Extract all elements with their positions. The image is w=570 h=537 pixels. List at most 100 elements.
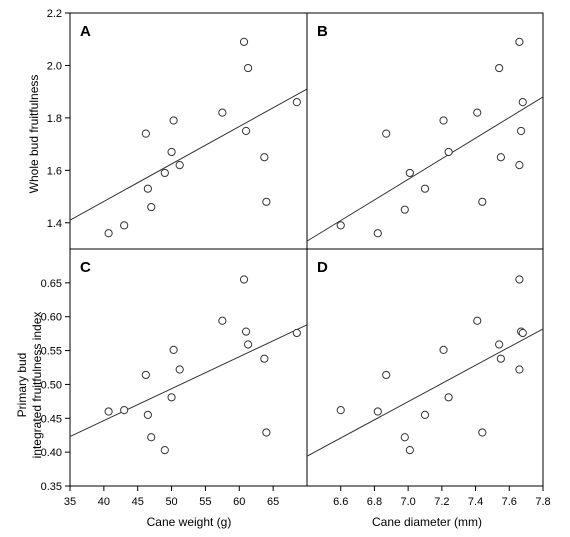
data-point	[241, 126, 251, 136]
y-tick-label: 2.0	[47, 60, 62, 72]
data-point	[260, 153, 269, 162]
plot-frame	[69, 12, 308, 250]
y-tick-label: 1.8	[47, 113, 62, 125]
data-point	[143, 184, 152, 193]
data-point	[515, 37, 524, 46]
data-point	[382, 129, 391, 138]
x-tick-label: 7.0	[400, 496, 415, 508]
data-point	[496, 354, 505, 363]
data-point	[239, 275, 249, 284]
y-tick-label: 0.55	[41, 346, 62, 358]
y-axis-title-bottom-line1: Primary bud	[15, 353, 29, 418]
data-point	[104, 407, 113, 416]
x-tick-label: 60	[233, 496, 245, 508]
plot-frame	[306, 248, 544, 487]
data-point	[373, 407, 382, 416]
data-point	[243, 340, 253, 349]
panel-label: D	[317, 259, 328, 276]
regression-line	[306, 328, 544, 457]
y-tick-label: 0.40	[41, 447, 62, 459]
data-point	[473, 316, 482, 325]
data-point	[444, 393, 453, 402]
data-point	[473, 108, 482, 117]
data-point	[141, 129, 150, 138]
x-tick-label: 7.8	[535, 496, 550, 508]
data-point	[169, 345, 178, 354]
x-tick-label: 45	[132, 496, 144, 508]
data-point	[160, 168, 169, 178]
regression-line	[69, 88, 308, 221]
data-point	[405, 446, 414, 455]
data-point	[241, 327, 251, 336]
x-tick-label: 40	[98, 496, 110, 508]
y-tick-label: 1.6	[47, 165, 62, 177]
data-point	[382, 370, 391, 380]
y-tick-label: 2.2	[47, 8, 62, 20]
x-tick-label: 65	[267, 496, 279, 508]
data-point	[147, 433, 156, 442]
data-point	[175, 365, 184, 374]
data-point	[400, 205, 409, 214]
data-point	[218, 108, 227, 117]
x-tick-label: 6.8	[367, 496, 382, 508]
plot-frame	[306, 12, 544, 250]
x-tick-label: 7.4	[468, 496, 483, 508]
y-tick-label: 1.4	[47, 218, 62, 230]
data-point	[515, 365, 524, 374]
data-point	[400, 433, 409, 442]
data-point	[262, 428, 271, 437]
data-point	[239, 37, 249, 46]
data-point	[147, 202, 156, 212]
data-point	[495, 340, 504, 349]
y-axis-title-bottom-line2: integrated fruitfulness index	[30, 312, 44, 459]
data-point	[373, 229, 382, 238]
data-point	[292, 98, 301, 107]
data-point	[167, 147, 176, 157]
panel-label: C	[80, 259, 91, 276]
data-point	[405, 168, 414, 178]
data-point	[420, 184, 430, 193]
panel-c: C 0.35 0.40 0.45 0.50 0.55 0.60 0.65 35 40 45 50 55 6…	[41, 248, 308, 508]
y-axis-title-top: Whole bud fruitfulness	[27, 75, 41, 194]
data-point	[336, 406, 345, 415]
x-tick-label: 7.6	[502, 496, 517, 508]
data-point	[516, 126, 526, 136]
panel-label: B	[317, 23, 328, 40]
data-point	[478, 197, 487, 206]
data-point	[143, 410, 152, 419]
data-point	[160, 446, 169, 455]
x-axis-title-right: Cane diameter (mm)	[372, 515, 482, 529]
data-point	[167, 393, 176, 402]
y-tick-label: 0.35	[41, 481, 62, 493]
data-point	[515, 160, 524, 170]
data-point	[439, 345, 448, 354]
data-point	[518, 328, 527, 338]
data-point	[141, 370, 150, 380]
data-point	[260, 354, 269, 363]
panel-d: D 6.6 6.8 7.0 7.2 7.4 7.6 7.8	[306, 248, 551, 508]
x-tick-label: 6.6	[333, 496, 348, 508]
data-point	[496, 153, 505, 162]
data-point	[336, 221, 345, 230]
y-tick-label: 0.65	[41, 278, 62, 290]
x-tick-label: 7.2	[434, 496, 449, 508]
x-tick-label: 55	[199, 496, 211, 508]
data-point	[169, 116, 178, 125]
data-point	[175, 160, 184, 170]
y-tick-label: 0.60	[41, 312, 62, 324]
y-tick-label: 0.45	[41, 413, 62, 425]
data-point	[218, 316, 227, 325]
panel-b: B	[306, 12, 544, 250]
data-point	[515, 275, 524, 284]
panel-label: A	[80, 23, 91, 40]
data-point	[104, 229, 113, 238]
y-tick-label: 0.50	[41, 379, 62, 391]
data-point	[262, 197, 271, 206]
x-tick-label: 50	[165, 496, 177, 508]
panel-a: A 1.4 1.6 1.8 2.0 2.2	[47, 8, 308, 250]
data-point	[518, 98, 527, 107]
regression-line	[69, 324, 308, 438]
regression-line	[306, 96, 544, 242]
data-point	[478, 428, 487, 437]
